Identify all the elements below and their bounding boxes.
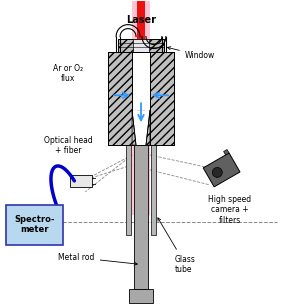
Polygon shape xyxy=(146,110,150,145)
Bar xyxy=(132,1,150,215)
Bar xyxy=(133,39,149,52)
Bar xyxy=(150,52,174,145)
Bar xyxy=(70,175,92,187)
Polygon shape xyxy=(224,150,229,155)
FancyBboxPatch shape xyxy=(6,205,63,245)
Text: High speed
camera +
filters: High speed camera + filters xyxy=(208,195,251,225)
Text: Laser: Laser xyxy=(126,15,156,25)
Text: Glass
tube: Glass tube xyxy=(158,218,196,274)
Bar xyxy=(108,52,132,145)
Text: Window: Window xyxy=(168,47,215,60)
Bar xyxy=(118,39,164,52)
Polygon shape xyxy=(132,110,136,145)
Text: Optical head
+ fiber: Optical head + fiber xyxy=(44,136,93,155)
Text: Ar or O₂
flux: Ar or O₂ flux xyxy=(53,64,83,83)
Text: Metal rod: Metal rod xyxy=(58,253,137,265)
Bar xyxy=(137,1,145,215)
Bar xyxy=(126,145,131,235)
Bar xyxy=(129,289,153,303)
Bar xyxy=(134,145,148,289)
Bar xyxy=(132,52,150,110)
Text: Spectro-
meter: Spectro- meter xyxy=(14,215,55,234)
Bar xyxy=(151,145,156,235)
Polygon shape xyxy=(203,153,240,187)
Circle shape xyxy=(212,167,222,177)
Polygon shape xyxy=(132,110,150,145)
